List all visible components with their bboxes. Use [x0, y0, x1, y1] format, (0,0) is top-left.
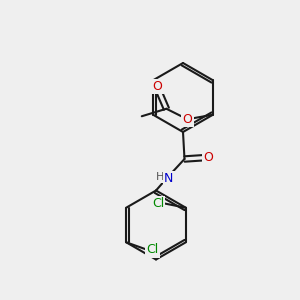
Text: Cl: Cl [146, 243, 159, 256]
Text: N: N [164, 172, 174, 185]
Text: O: O [204, 151, 213, 164]
Text: O: O [182, 113, 192, 126]
Text: O: O [152, 80, 162, 93]
Text: Cl: Cl [152, 197, 164, 210]
Text: H: H [156, 172, 164, 182]
